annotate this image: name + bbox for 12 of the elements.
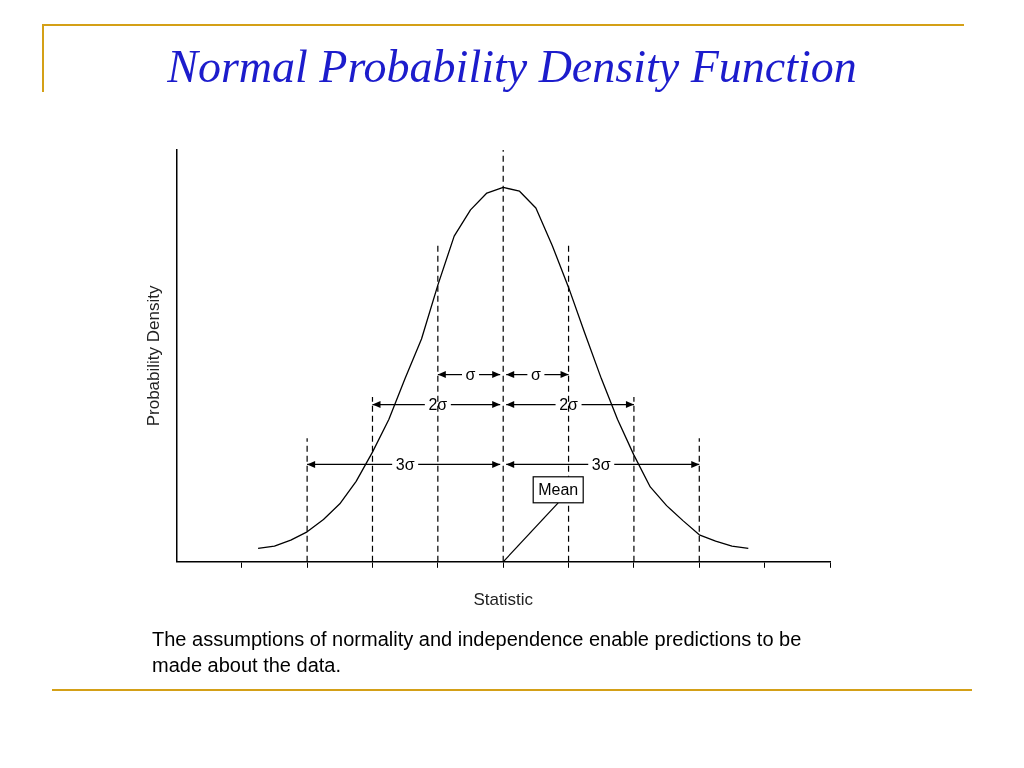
annotation: σ <box>530 366 541 384</box>
annotation: 2σ <box>428 396 448 414</box>
x-axis-title: Statistic <box>473 590 534 610</box>
callout-box: Mean <box>502 476 584 563</box>
chart-title: Normal Probability Density Function <box>166 40 858 93</box>
annotation: σ <box>465 366 476 384</box>
y-axis-title: Probability Density <box>143 285 163 427</box>
text: The assumptions of normality and independence enable predictions to be made about the data. <box>152 627 803 678</box>
annotation: Mean <box>538 481 579 499</box>
annotation: 3σ <box>591 455 611 473</box>
annotation: 3σ <box>395 455 415 473</box>
annotation: 2σ <box>559 396 579 414</box>
